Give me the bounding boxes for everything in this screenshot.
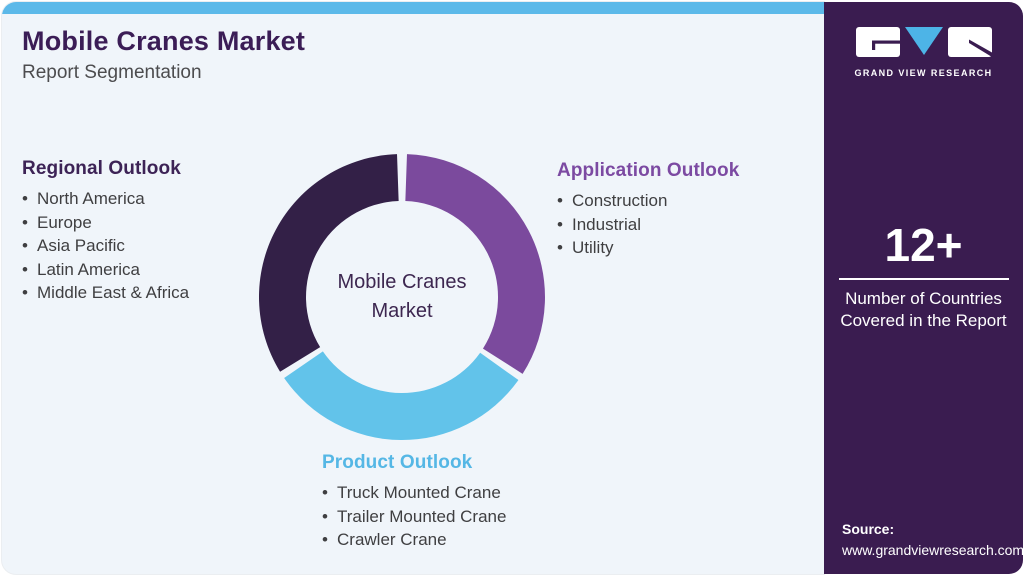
list-item: Construction — [557, 189, 739, 213]
regional-outlook-heading: Regional Outlook — [22, 158, 181, 179]
page-subtitle: Report Segmentation — [22, 62, 202, 83]
source-url: www.grandviewresearch.com — [842, 542, 1025, 558]
list-item: Latin America — [22, 258, 189, 282]
gvr-logo-icon — [855, 27, 992, 57]
list-item: Asia Pacific — [22, 234, 189, 258]
gvr-logo: GRAND VIEW RESEARCH — [824, 26, 1023, 78]
stat-label: Number of Countries Covered in the Repor… — [840, 288, 1007, 331]
product-outlook-list: Truck Mounted Crane Trailer Mounted Cran… — [322, 481, 506, 552]
list-item: Crawler Crane — [322, 528, 506, 552]
application-outlook-section: Application Outlook Construction Industr… — [557, 160, 739, 260]
list-item: Europe — [22, 211, 189, 235]
list-item: Middle East & Africa — [22, 281, 189, 305]
list-item: North America — [22, 187, 189, 211]
product-outlook-section: Product Outlook Truck Mounted Crane Trai… — [322, 452, 506, 552]
list-item: Industrial — [557, 213, 739, 237]
product-outlook-heading: Product Outlook — [322, 452, 473, 473]
top-accent-bar — [2, 2, 824, 14]
sidebar: GRAND VIEW RESEARCH 12+ Number of Countr… — [824, 2, 1024, 574]
stat-divider — [838, 277, 1009, 280]
source-block: Source: www.grandviewresearch.com — [842, 519, 1024, 561]
donut-rings — [258, 154, 545, 441]
regional-outlook-list: North America Europe Asia Pacific Latin … — [22, 187, 189, 305]
list-item: Utility — [557, 236, 739, 260]
logo-v-triangle-icon — [904, 27, 943, 55]
list-item: Truck Mounted Crane — [322, 481, 506, 505]
source-label: Source: — [842, 521, 895, 537]
donut-chart: Mobile Cranes Market — [252, 147, 552, 447]
regional-outlook-section: Regional Outlook North America Europe As… — [22, 158, 189, 305]
page-title: Mobile Cranes Market — [22, 26, 306, 56]
donut-center-label: Mobile Cranes Market — [337, 271, 467, 322]
donut-segment-application-outlook — [405, 154, 545, 374]
application-outlook-list: Construction Industrial Utility — [557, 189, 739, 260]
donut-segment-regional-outlook — [258, 154, 399, 372]
list-item: Trailer Mounted Crane — [322, 505, 506, 529]
header: Mobile Cranes Market Report Segmentation — [22, 26, 305, 84]
application-outlook-heading: Application Outlook — [557, 160, 740, 181]
stat-value: 12+ — [884, 219, 963, 271]
main-panel: Mobile Cranes Market Report Segmentation… — [2, 2, 824, 574]
logo-wordmark: GRAND VIEW RESEARCH — [854, 68, 993, 78]
countries-stat: 12+ Number of Countries Covered in the R… — [824, 220, 1023, 332]
donut-segment-product-outlook — [284, 351, 519, 441]
